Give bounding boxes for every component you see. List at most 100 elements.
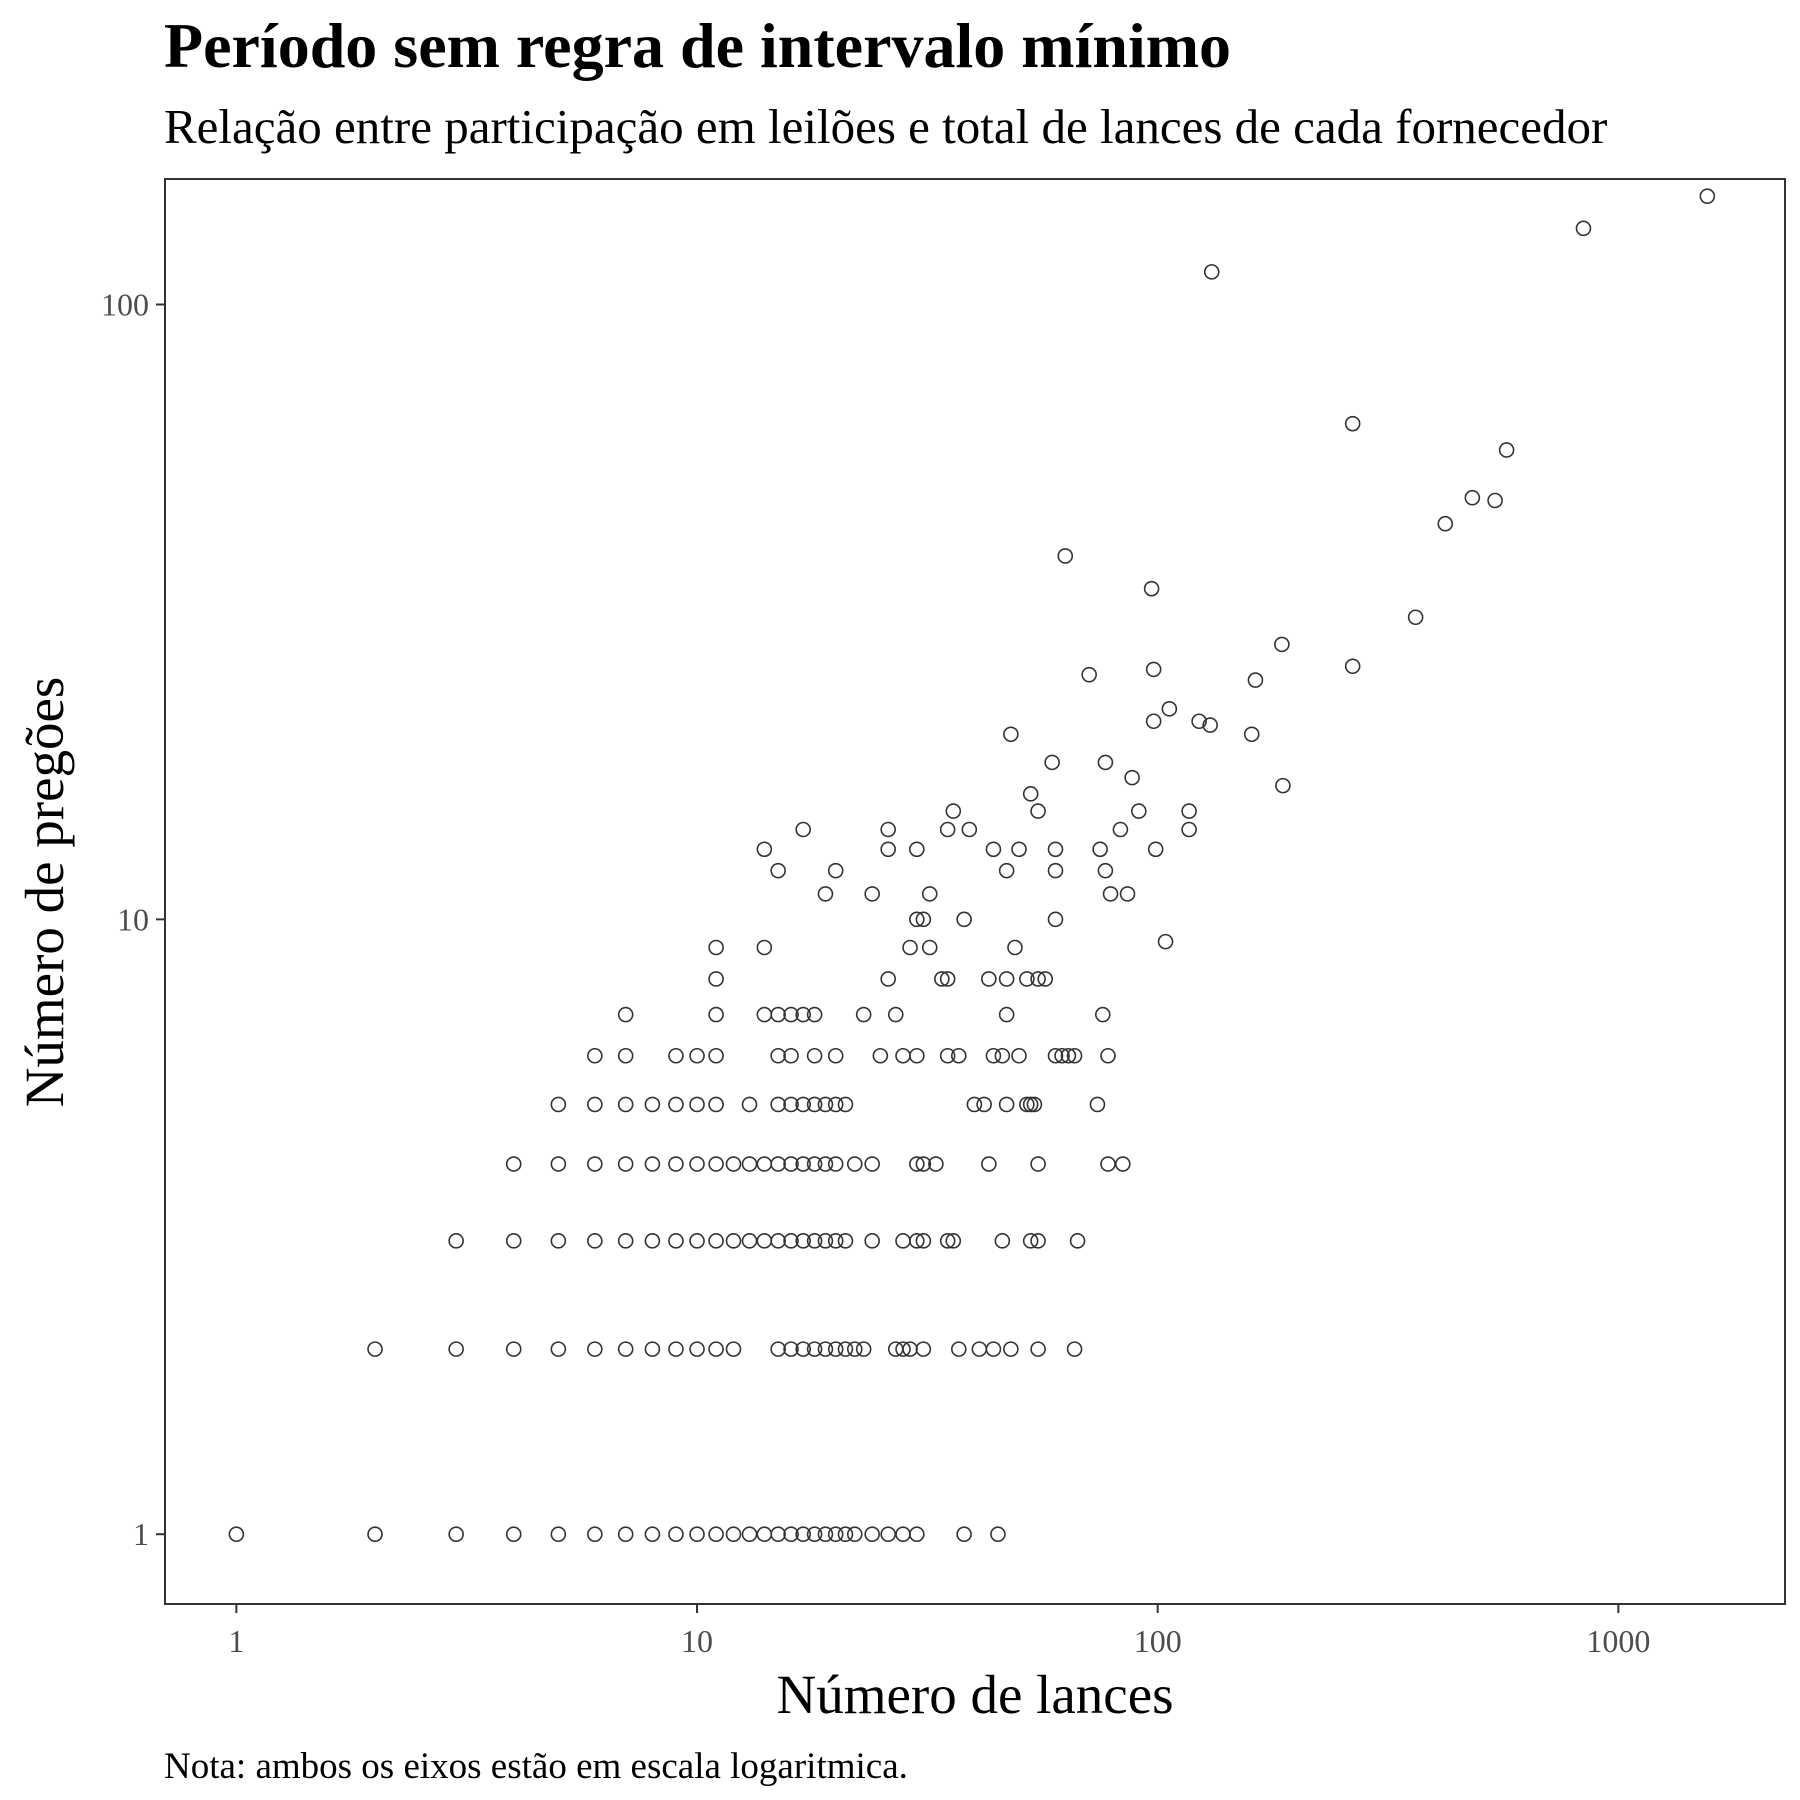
data-point bbox=[939, 971, 956, 987]
data-point bbox=[1066, 1047, 1083, 1064]
data-point bbox=[966, 1096, 983, 1113]
data-point bbox=[846, 1156, 863, 1172]
data-point bbox=[1344, 658, 1361, 675]
data-point bbox=[846, 1341, 863, 1357]
data-point bbox=[827, 862, 844, 879]
data-point bbox=[981, 971, 997, 987]
data-point bbox=[909, 841, 925, 858]
data-point bbox=[448, 1341, 464, 1357]
data-point bbox=[994, 1233, 1011, 1249]
data-point bbox=[909, 1526, 925, 1543]
data-point bbox=[1275, 777, 1291, 794]
data-point bbox=[770, 1156, 786, 1172]
data-point bbox=[1092, 841, 1108, 858]
data-point bbox=[795, 1526, 811, 1543]
data-point bbox=[795, 1341, 811, 1357]
data-point bbox=[1089, 1096, 1106, 1113]
data-point bbox=[741, 1526, 758, 1543]
data-point bbox=[708, 1233, 724, 1249]
data-point bbox=[1022, 1233, 1039, 1249]
data-point bbox=[806, 1156, 823, 1172]
data-point bbox=[770, 1233, 786, 1249]
data-point bbox=[887, 1006, 904, 1023]
data-point bbox=[783, 1156, 799, 1172]
data-point bbox=[617, 1047, 634, 1064]
x-tick-label: 100 bbox=[1134, 1623, 1182, 1659]
data-point bbox=[770, 1047, 786, 1064]
data-point bbox=[827, 1341, 844, 1357]
data-point bbox=[1026, 1096, 1043, 1113]
data-point bbox=[915, 1233, 932, 1249]
data-point bbox=[1102, 886, 1119, 902]
data-point bbox=[783, 1047, 799, 1064]
data-point bbox=[985, 1047, 1002, 1064]
y-axis: 1 10 100 bbox=[101, 287, 165, 1552]
data-point bbox=[1202, 717, 1218, 733]
data-point bbox=[1344, 415, 1361, 432]
data-point bbox=[1100, 1156, 1116, 1172]
y-tick-label: 10 bbox=[117, 901, 149, 937]
data-point bbox=[587, 1341, 603, 1357]
data-point bbox=[985, 1341, 1002, 1357]
data-point bbox=[998, 1006, 1015, 1023]
chart-subtitle: Relação entre participação em leilões e … bbox=[164, 99, 1607, 154]
data-point bbox=[817, 1233, 834, 1249]
data-point bbox=[587, 1096, 603, 1113]
data-point bbox=[770, 1526, 786, 1543]
data-point bbox=[550, 1233, 567, 1249]
data-point bbox=[909, 1156, 925, 1172]
data-point bbox=[895, 1341, 911, 1357]
data-point bbox=[550, 1096, 567, 1113]
data-point bbox=[448, 1233, 464, 1249]
data-point bbox=[1143, 580, 1160, 597]
data-point bbox=[617, 1096, 634, 1113]
data-point bbox=[806, 1526, 823, 1543]
data-point bbox=[817, 1096, 834, 1113]
data-point bbox=[708, 939, 724, 956]
data-point bbox=[644, 1341, 661, 1357]
data-point bbox=[587, 1526, 603, 1543]
data-point bbox=[783, 1006, 799, 1023]
data-point bbox=[998, 862, 1015, 879]
data-point bbox=[770, 1006, 786, 1023]
data-point bbox=[864, 1233, 880, 1249]
data-point bbox=[1487, 492, 1503, 509]
data-point bbox=[644, 1096, 661, 1113]
data-point bbox=[725, 1341, 742, 1357]
data-point bbox=[689, 1526, 705, 1543]
data-point bbox=[668, 1341, 684, 1357]
data-point bbox=[806, 1096, 823, 1113]
data-point bbox=[976, 1096, 992, 1113]
data-point bbox=[909, 1233, 925, 1249]
data-point bbox=[945, 1233, 962, 1249]
data-point bbox=[1066, 1341, 1083, 1357]
data-point bbox=[1203, 264, 1220, 280]
data-point bbox=[1097, 862, 1114, 879]
data-point bbox=[617, 1233, 634, 1249]
data-point bbox=[708, 1341, 724, 1357]
plot-panel bbox=[164, 178, 1786, 1605]
data-point bbox=[1407, 609, 1424, 626]
data-point bbox=[1119, 886, 1136, 902]
data-point bbox=[587, 1156, 603, 1172]
data-point bbox=[880, 971, 896, 987]
data-point bbox=[617, 1156, 634, 1172]
data-point bbox=[990, 1526, 1006, 1543]
data-point bbox=[795, 1096, 811, 1113]
data-point bbox=[795, 1156, 811, 1172]
data-point bbox=[505, 1341, 522, 1357]
data-point bbox=[689, 1096, 705, 1113]
data-point bbox=[668, 1233, 684, 1249]
data-point bbox=[587, 1047, 603, 1064]
y-axis-title: Número de pregões bbox=[14, 677, 75, 1108]
data-point bbox=[1047, 841, 1064, 858]
data-point bbox=[817, 1156, 834, 1172]
data-point bbox=[928, 1156, 944, 1172]
data-point bbox=[783, 1526, 799, 1543]
data-point bbox=[550, 1341, 567, 1357]
data-point bbox=[1011, 841, 1027, 858]
data-point bbox=[1022, 1096, 1039, 1113]
data-point bbox=[367, 1526, 383, 1543]
data-point bbox=[795, 1233, 811, 1249]
